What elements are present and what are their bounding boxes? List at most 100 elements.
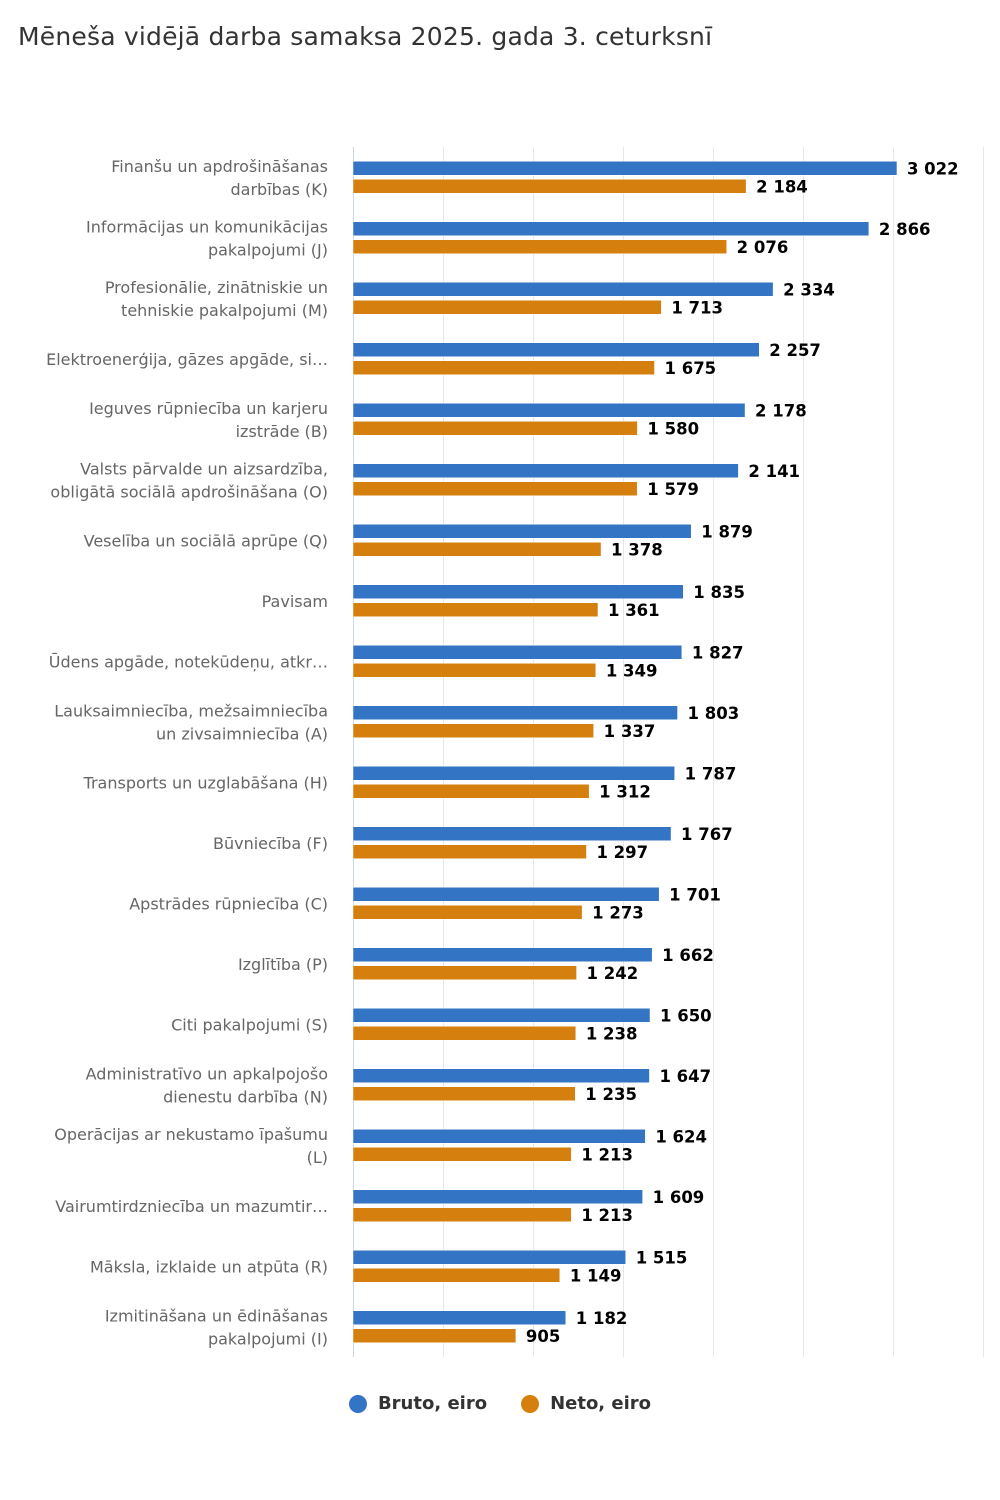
value-label-neto: 1 213 [581,1206,633,1225]
category-label-line: un zivsaimniecība (A) [156,724,328,743]
bar-bruto[interactable] [352,826,672,841]
bar-neto[interactable] [352,905,583,920]
bar-bruto[interactable] [352,1189,643,1204]
bar-neto[interactable] [352,1086,576,1101]
category-label: Izmitināšana un ēdināšanas pakalpojumi (I… [105,1306,328,1348]
bar-neto[interactable] [352,784,590,799]
value-label-bruto: 1 182 [576,1309,628,1328]
bar-bruto[interactable] [352,947,653,962]
bar-bruto[interactable] [352,403,746,418]
bar-neto[interactable] [352,723,594,738]
bar-neto[interactable] [352,965,577,980]
value-label-bruto: 1 803 [688,704,740,723]
category-label: Apstrādes rūpniecība (C) [129,894,328,913]
bar-bruto[interactable] [352,705,678,720]
bar-bruto[interactable] [352,282,774,297]
legend-label: Neto, eiro [550,1393,652,1414]
value-label-neto: 1 337 [604,722,656,741]
category-label-line: Citi pakalpojumi (S) [171,1015,328,1034]
category-label: Profesionālie, zinātniskie un tehniskie p… [105,278,328,320]
value-label-bruto: 2 257 [769,341,821,360]
category-label: Māksla, izklaide un atpūta (R) [90,1257,328,1276]
value-label-bruto: 1 827 [692,643,744,662]
value-label-bruto: 1 787 [685,764,737,783]
bar-bruto[interactable] [352,584,684,599]
value-label-neto: 2 184 [756,177,808,196]
bar-neto[interactable] [352,239,727,254]
chart-title: Mēneša vidējā darba samaksa 2025. gada 3… [18,22,713,51]
bar-bruto[interactable] [352,1008,651,1023]
category-label-line: Operācijas ar nekustamo īpašumu [54,1125,328,1144]
bar-bruto[interactable] [352,1129,646,1144]
category-label-line: Izmitināšana un ēdināšanas [105,1306,328,1325]
bar-bruto[interactable] [352,524,692,539]
bar-bruto[interactable] [352,342,760,357]
category-label-line: Būvniecība (F) [213,834,328,853]
bar-neto[interactable] [352,481,638,496]
bar-neto[interactable] [352,542,602,557]
category-label: Vairumtirdzniecība un mazumtir… [55,1197,328,1216]
value-labels: 3 022 2 184 2 866 2 076 2 334 1 713 2 257 1 675… [526,159,959,1346]
bar-neto[interactable] [352,179,747,194]
category-label-line: dienestu darbība (N) [163,1087,328,1106]
category-label: Ieguves rūpniecība un karjeru izstrāde (B… [89,399,328,441]
value-label-neto: 1 349 [606,661,658,680]
bar-neto[interactable] [352,421,638,436]
bar-neto[interactable] [352,602,599,617]
category-label: Transports un uzglabāšana (H) [83,773,328,792]
value-label-neto: 2 076 [737,238,789,257]
bar-bruto[interactable] [352,161,898,176]
value-label-bruto: 1 609 [653,1188,705,1207]
bar-chart: Finanšu un apdrošināšanas darbības (K) Inf… [46,147,984,1357]
value-label-neto: 1 273 [592,903,644,922]
bar-neto[interactable] [352,300,662,315]
category-label-line: Izglītība (P) [238,955,328,974]
bar-bruto[interactable] [352,1068,650,1083]
bar-neto[interactable] [352,360,655,375]
category-label: Operācijas ar nekustamo īpašumu (L) [54,1125,328,1167]
grid-lines [353,147,984,1357]
category-label: Pavisam [262,592,328,611]
category-label-line: Administratīvo un apkalpojošo [86,1064,328,1083]
bar-bruto[interactable] [352,645,683,660]
legend-item-bruto[interactable]: Bruto, eiro [348,1393,488,1414]
bar-bruto[interactable] [352,463,739,478]
legend-item-neto[interactable]: Neto, eiro [521,1393,651,1414]
legend-dot-icon [348,1394,367,1413]
value-label-neto: 1 238 [586,1024,638,1043]
category-label: Citi pakalpojumi (S) [171,1015,328,1034]
category-label-line: Māksla, izklaide un atpūta (R) [90,1257,328,1276]
bar-neto[interactable] [352,1207,572,1222]
bar-neto[interactable] [352,844,587,859]
value-label-neto: 1 297 [596,843,648,862]
value-label-neto: 1 580 [647,419,699,438]
bar-bruto[interactable] [352,1250,626,1265]
value-label-bruto: 3 022 [907,159,959,178]
bar-bruto[interactable] [352,221,870,236]
value-label-neto: 1 675 [665,359,717,378]
value-label-neto: 1 312 [599,782,651,801]
category-label: Valsts pārvalde un aizsardzība, obligātā … [50,459,328,501]
bar-neto[interactable] [352,1328,517,1343]
category-label: Veselība un sociālā aprūpe (Q) [84,531,328,550]
value-label-neto: 1 242 [587,964,639,983]
bar-bruto[interactable] [352,766,675,781]
category-label-line: Elektroenerģija, gāzes apgāde, si… [46,350,328,369]
category-label: Ūdens apgāde, notekūdeņu, atkr… [49,652,328,671]
category-label-line: Valsts pārvalde un aizsardzība, [80,459,328,478]
value-label-bruto: 1 647 [659,1067,711,1086]
bar-bruto[interactable] [352,887,660,902]
bar-neto[interactable] [352,1147,572,1162]
bar-bruto[interactable] [352,1310,567,1325]
category-label-line: Informācijas un komunikācijas [86,217,328,236]
category-label: Izglītība (P) [238,955,328,974]
value-label-bruto: 2 141 [748,462,800,481]
bar-neto[interactable] [352,1268,561,1283]
category-labels: Finanšu un apdrošināšanas darbības (K) Inf… [46,157,328,1349]
value-label-bruto: 2 334 [783,280,835,299]
legend-label: Bruto, eiro [377,1393,488,1414]
bar-neto[interactable] [352,663,597,678]
bar-neto[interactable] [352,1026,577,1041]
category-label-line: Finanšu un apdrošināšanas [111,157,328,176]
category-label-line: Veselība un sociālā aprūpe (Q) [84,531,328,550]
